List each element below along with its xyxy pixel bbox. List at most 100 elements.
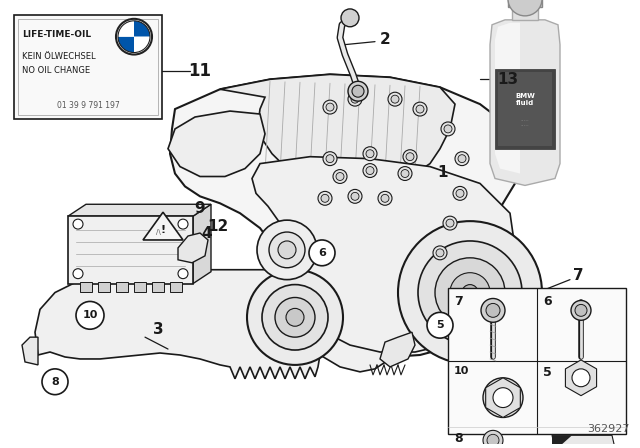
Circle shape <box>348 190 362 203</box>
Text: 6: 6 <box>318 248 326 258</box>
Polygon shape <box>565 360 596 396</box>
Circle shape <box>348 92 362 106</box>
Circle shape <box>458 155 466 163</box>
Polygon shape <box>143 212 183 240</box>
Polygon shape <box>552 435 572 448</box>
Text: 8: 8 <box>51 377 59 387</box>
Text: 5: 5 <box>543 366 552 379</box>
Circle shape <box>116 19 152 55</box>
Circle shape <box>323 152 337 166</box>
Circle shape <box>455 152 469 166</box>
Circle shape <box>336 172 344 181</box>
Text: 10: 10 <box>454 366 469 376</box>
Circle shape <box>275 297 315 337</box>
Circle shape <box>462 284 478 301</box>
Circle shape <box>326 103 334 111</box>
Polygon shape <box>508 0 542 7</box>
Circle shape <box>398 221 542 364</box>
Text: 5: 5 <box>436 320 444 330</box>
Polygon shape <box>68 204 211 216</box>
Circle shape <box>406 153 414 161</box>
Circle shape <box>366 150 374 158</box>
Polygon shape <box>22 337 38 365</box>
Circle shape <box>435 258 505 327</box>
Bar <box>152 282 164 292</box>
Text: 7: 7 <box>454 296 463 309</box>
Circle shape <box>348 81 368 101</box>
Text: !: ! <box>161 225 166 235</box>
Polygon shape <box>490 20 560 185</box>
Circle shape <box>351 95 359 103</box>
Wedge shape <box>118 37 134 52</box>
Circle shape <box>493 388 513 408</box>
Circle shape <box>73 269 83 279</box>
Circle shape <box>286 308 304 326</box>
Text: KEIN ÖLWECHSEL: KEIN ÖLWECHSEL <box>22 52 95 61</box>
Circle shape <box>257 220 317 280</box>
Polygon shape <box>193 204 211 284</box>
Polygon shape <box>486 378 520 418</box>
Polygon shape <box>552 435 620 448</box>
Circle shape <box>178 269 188 279</box>
Polygon shape <box>178 233 208 263</box>
Circle shape <box>262 284 328 350</box>
Circle shape <box>326 155 334 163</box>
Polygon shape <box>495 23 520 173</box>
Circle shape <box>352 85 364 97</box>
Circle shape <box>444 125 452 133</box>
Circle shape <box>398 167 412 181</box>
Circle shape <box>508 0 542 16</box>
Circle shape <box>443 216 457 230</box>
Circle shape <box>571 301 591 320</box>
Polygon shape <box>168 111 265 177</box>
Polygon shape <box>252 157 515 352</box>
Circle shape <box>381 194 389 202</box>
Circle shape <box>73 219 83 229</box>
Text: 6: 6 <box>543 296 552 309</box>
Text: NO OIL CHANGE: NO OIL CHANGE <box>22 66 90 75</box>
Wedge shape <box>118 21 134 37</box>
Text: 362927: 362927 <box>588 424 630 434</box>
Circle shape <box>436 249 444 257</box>
Circle shape <box>575 305 587 316</box>
Circle shape <box>456 190 464 197</box>
Bar <box>134 282 146 292</box>
Circle shape <box>483 431 503 448</box>
Text: LIFE-TIME-OIL: LIFE-TIME-OIL <box>22 30 91 39</box>
Text: 01 39 9 791 197: 01 39 9 791 197 <box>56 101 120 110</box>
Bar <box>68 216 193 284</box>
Circle shape <box>486 303 500 317</box>
Text: 2: 2 <box>380 32 390 47</box>
Text: 3: 3 <box>153 322 163 337</box>
Circle shape <box>433 246 447 260</box>
Text: BMW
fluid: BMW fluid <box>515 93 535 106</box>
Polygon shape <box>512 7 538 20</box>
Bar <box>14 15 162 119</box>
Circle shape <box>378 191 392 205</box>
Bar <box>495 69 555 149</box>
Circle shape <box>269 232 305 268</box>
Circle shape <box>418 241 522 344</box>
Circle shape <box>483 378 523 418</box>
Circle shape <box>413 102 427 116</box>
Circle shape <box>333 169 347 183</box>
Circle shape <box>321 194 329 202</box>
Circle shape <box>309 240 335 266</box>
Wedge shape <box>134 21 150 37</box>
Circle shape <box>388 92 402 106</box>
Circle shape <box>341 9 359 27</box>
Circle shape <box>572 369 590 387</box>
Circle shape <box>323 100 337 114</box>
Circle shape <box>453 186 467 200</box>
Bar <box>80 282 92 292</box>
Text: 4: 4 <box>202 225 212 241</box>
Text: .....
.....: ..... ..... <box>520 116 529 127</box>
Text: 9: 9 <box>195 201 205 216</box>
Circle shape <box>278 241 296 259</box>
Polygon shape <box>220 74 455 183</box>
Circle shape <box>391 95 399 103</box>
Polygon shape <box>170 74 520 357</box>
Polygon shape <box>35 246 400 379</box>
Text: 7: 7 <box>573 268 583 283</box>
Text: /\: /\ <box>156 229 161 235</box>
